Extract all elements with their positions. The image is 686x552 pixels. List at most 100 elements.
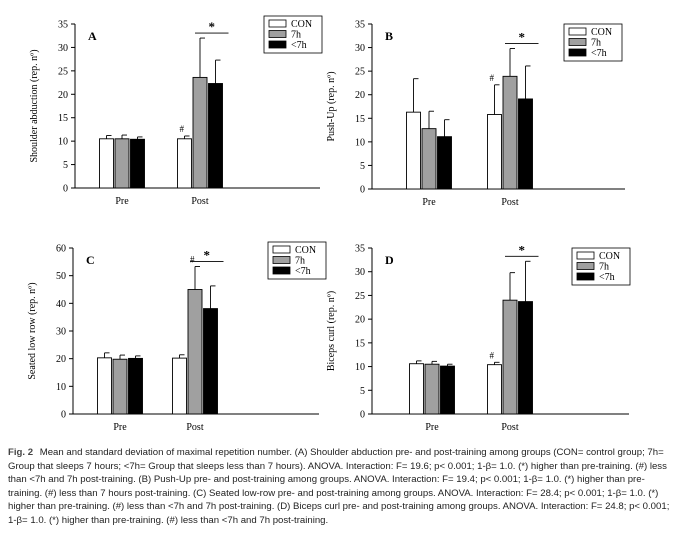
y-tick-label: 5 [360, 161, 365, 172]
y-tick-label: 20 [355, 315, 365, 326]
legend-swatch [272, 266, 291, 275]
figure-charts: 0 5 10 15 20 25 30 35 Shoulder abduction (rep. n… [27, 15, 631, 433]
y-axis-label: Seated low row (rep. nº) [27, 282, 38, 379]
panel-letter: D [385, 253, 394, 267]
y-tick-label: 0 [360, 410, 365, 421]
y-tick-label: 15 [355, 114, 365, 125]
legend-label: 7h [295, 256, 305, 267]
bar [114, 138, 130, 189]
significance-star: * [519, 30, 526, 45]
bar [502, 75, 518, 190]
significance-hash: # [490, 350, 495, 360]
bar [518, 301, 533, 415]
y-tick-label: 10 [355, 362, 365, 373]
x-tick-label: Pre [115, 196, 129, 207]
y-tick-label: 30 [56, 327, 66, 338]
panel-letter: C [86, 253, 95, 267]
bar [424, 363, 440, 415]
legend-swatch [576, 251, 595, 260]
bar [172, 357, 187, 415]
y-tick-label: 30 [355, 43, 365, 54]
y-tick-label: 10 [56, 382, 66, 393]
legend-label: 7h [591, 38, 601, 49]
chart-panel-B: 0 5 10 15 20 25 30 35 Push-Up (rep. nº) B Pre Post #… [326, 20, 625, 208]
y-tick-label: 20 [58, 90, 68, 101]
bar [437, 136, 452, 190]
y-tick-label: 30 [58, 43, 68, 54]
y-tick-label: 15 [355, 338, 365, 349]
bar [409, 363, 424, 415]
significance-hash: # [190, 255, 195, 265]
figure-caption-text: Mean and standard deviation of maximal r… [8, 447, 670, 526]
y-tick-label: 5 [63, 160, 68, 171]
y-tick-label: 35 [355, 244, 365, 255]
legend-swatch [568, 38, 587, 46]
y-axis-label: Push-Up (rep. nº) [326, 71, 337, 141]
y-tick-label: 0 [360, 185, 365, 196]
panel-letter: A [88, 29, 97, 43]
y-tick-label: 10 [58, 137, 68, 148]
y-tick-label: 0 [61, 410, 66, 421]
significance-star: * [519, 242, 526, 257]
y-tick-label: 25 [355, 67, 365, 78]
y-tick-label: 0 [63, 184, 68, 195]
y-tick-label: 25 [355, 291, 365, 302]
y-axis-label: Shoulder abduction (rep. nº) [29, 49, 40, 162]
x-tick-label: Pre [425, 422, 439, 433]
y-tick-label: 60 [56, 244, 66, 255]
y-axis-label: Biceps curl (rep. nº) [326, 291, 337, 371]
bar [487, 114, 502, 190]
significance-hash: # [180, 124, 185, 134]
bar [421, 128, 437, 190]
chart-panel-D: 0 5 10 15 20 25 30 35 Biceps curl (rep. nº) D Pre P… [326, 242, 631, 433]
bar [128, 357, 143, 415]
y-tick-label: 15 [58, 113, 68, 124]
legend-label: <7h [295, 266, 311, 277]
legend-swatch [268, 19, 287, 28]
bar [502, 299, 518, 415]
legend-label: <7h [291, 40, 307, 51]
bar [187, 289, 203, 415]
y-tick-label: 20 [355, 90, 365, 101]
legend-swatch [568, 48, 587, 57]
panel-letter: B [385, 29, 393, 43]
y-tick-label: 50 [56, 271, 66, 282]
x-tick-label: Pre [113, 422, 127, 433]
legend-label: <7h [591, 48, 607, 59]
significance-star: * [204, 248, 211, 263]
legend-label: 7h [291, 30, 301, 41]
bar [203, 308, 218, 415]
bar [518, 98, 533, 190]
legend-swatch [268, 30, 287, 38]
legend-label: CON [295, 245, 316, 256]
x-tick-label: Post [501, 422, 518, 433]
bar [99, 138, 114, 189]
y-tick-label: 35 [355, 20, 365, 31]
bar [406, 111, 421, 190]
legend-label: CON [291, 19, 312, 30]
y-tick-label: 25 [58, 66, 68, 77]
y-tick-label: 40 [56, 299, 66, 310]
y-tick-label: 20 [56, 354, 66, 365]
y-tick-label: 35 [58, 20, 68, 31]
legend-label: CON [599, 251, 620, 262]
legend-swatch [272, 256, 291, 264]
bar [112, 358, 128, 415]
significance-star: * [209, 19, 216, 34]
bar [208, 83, 223, 189]
chart-panel-A: 0 5 10 15 20 25 30 35 Shoulder abduction (rep. n… [29, 15, 323, 207]
bar [440, 365, 455, 415]
y-tick-label: 5 [360, 386, 365, 397]
figure-caption: Fig. 2 Mean and standard deviation of ma… [8, 446, 678, 528]
legend-swatch [576, 262, 595, 270]
y-tick-label: 10 [355, 137, 365, 148]
x-tick-label: Post [191, 196, 208, 207]
legend-swatch [272, 245, 291, 254]
x-tick-label: Pre [422, 197, 436, 208]
legend-label: <7h [599, 272, 615, 283]
legend-label: CON [591, 27, 612, 38]
